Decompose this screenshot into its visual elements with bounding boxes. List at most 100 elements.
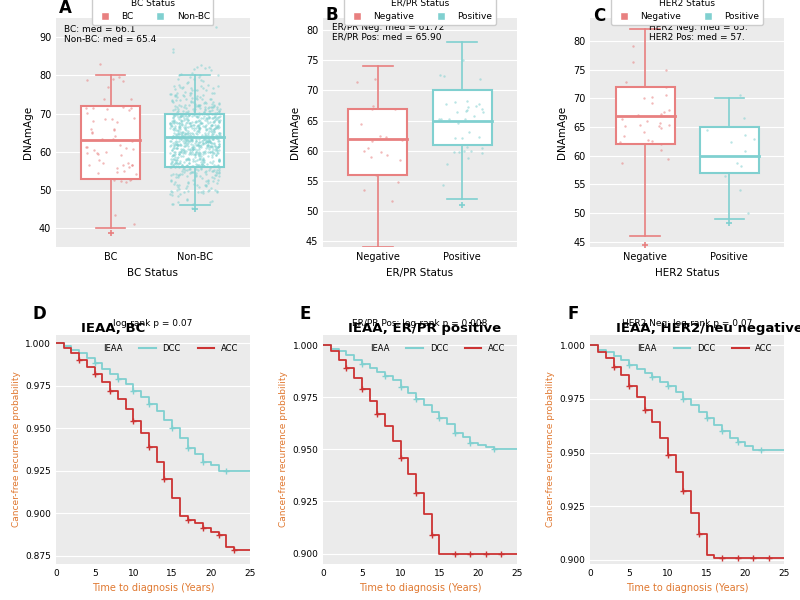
Point [474, 74, 486, 83]
Point [206, 167, 219, 176]
Point [168, 159, 181, 169]
Point [197, 188, 210, 197]
Point [181, 154, 194, 164]
Point [171, 158, 184, 168]
Point [194, 163, 207, 173]
Point [170, 139, 183, 149]
Point [465, 146, 478, 155]
Point [164, 189, 177, 199]
Point [461, 143, 474, 152]
Point [167, 141, 180, 151]
Point [658, 107, 670, 117]
Point [187, 167, 200, 177]
Point [190, 112, 203, 121]
Point [178, 141, 190, 151]
Point [175, 83, 188, 92]
Point [195, 159, 208, 169]
Point [192, 148, 205, 158]
Point [469, 101, 482, 110]
Point [188, 110, 201, 120]
Point [200, 181, 213, 191]
Point [190, 85, 203, 95]
Point [191, 113, 204, 122]
Point [208, 139, 221, 148]
Point [214, 112, 226, 121]
Point [186, 203, 199, 212]
Point [210, 143, 222, 153]
Point [182, 77, 194, 87]
Point [170, 185, 183, 195]
DCC [632, 365, 642, 373]
Point [202, 113, 215, 122]
DCC [98, 365, 107, 372]
Point [186, 199, 199, 209]
Point [205, 124, 218, 134]
Point [194, 161, 207, 170]
Text: IEAA, HER2/neu negative: IEAA, HER2/neu negative [615, 322, 800, 335]
Point [168, 149, 181, 158]
Point [170, 140, 183, 149]
Point [192, 166, 205, 175]
Point [187, 64, 200, 74]
Point [191, 126, 204, 136]
Point [186, 123, 198, 133]
Point [164, 186, 177, 196]
ACC [624, 382, 634, 389]
ACC [206, 528, 216, 535]
Point [174, 95, 186, 105]
Point [171, 191, 184, 201]
DCC [450, 429, 460, 436]
ACC [373, 410, 382, 418]
Point [626, 41, 639, 50]
ACC [106, 387, 115, 394]
Point [91, 148, 104, 158]
Point [181, 135, 194, 145]
Point [209, 122, 222, 132]
Point [214, 131, 226, 140]
ACC [450, 550, 460, 557]
Point [173, 149, 186, 159]
Point [190, 92, 203, 101]
Point [194, 171, 206, 181]
Point [174, 115, 187, 125]
DCC [733, 438, 742, 445]
Point [194, 92, 206, 102]
Point [196, 110, 209, 119]
Point [108, 176, 121, 185]
Point [167, 151, 180, 160]
Point [190, 116, 202, 125]
Point [191, 127, 204, 136]
DCC [764, 447, 774, 454]
Text: log-rank p = 0.07: log-rank p = 0.07 [113, 319, 193, 328]
Bar [433, 91, 491, 145]
Point [204, 137, 217, 147]
ACC [718, 554, 727, 561]
Point [210, 133, 222, 143]
Point [663, 120, 676, 130]
Point [174, 148, 186, 157]
Point [171, 159, 184, 169]
Point [212, 128, 225, 138]
Point [173, 180, 186, 190]
Point [173, 70, 186, 80]
Point [190, 93, 202, 103]
Point [184, 136, 197, 145]
Point [169, 148, 182, 157]
Point [124, 176, 137, 185]
Bar [616, 87, 674, 144]
Point [212, 107, 225, 116]
Point [178, 113, 190, 122]
Y-axis label: Cancer-free recurrence probability: Cancer-free recurrence probability [279, 371, 288, 527]
Point [194, 154, 206, 164]
Point [199, 122, 212, 131]
Point [213, 136, 226, 146]
Title: DNAmAge, ER/PR Status: DNAmAge, ER/PR Status [329, 0, 511, 2]
Point [206, 109, 218, 119]
Point [447, 147, 460, 157]
Point [211, 142, 224, 152]
DCC [160, 416, 170, 423]
Point [199, 120, 212, 130]
Point [183, 121, 196, 131]
Point [200, 85, 213, 94]
DCC [718, 427, 727, 434]
